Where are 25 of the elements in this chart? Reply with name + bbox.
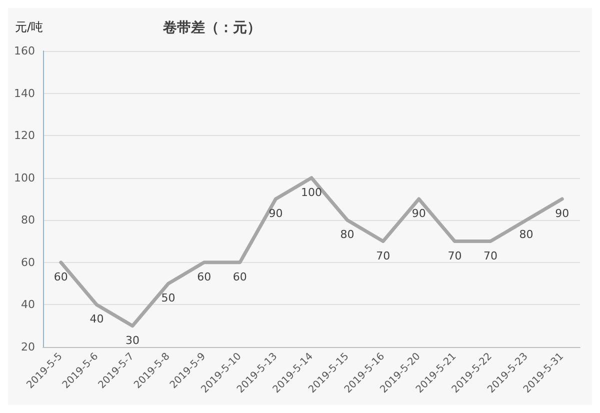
y-tick-label: 40 bbox=[21, 298, 35, 312]
y-tick-label: 20 bbox=[21, 340, 35, 354]
y-tick-label: 60 bbox=[21, 256, 35, 269]
data-label: 70 bbox=[448, 249, 462, 262]
y-tick-label: 140 bbox=[14, 86, 35, 100]
data-label: 40 bbox=[90, 312, 104, 326]
y-axis-title: 元/吨 bbox=[14, 20, 43, 34]
y-tick-label: 160 bbox=[14, 44, 35, 58]
data-label: 80 bbox=[340, 228, 354, 242]
data-label: 90 bbox=[555, 207, 570, 220]
data-label: 60 bbox=[54, 270, 68, 284]
data-label: 60 bbox=[197, 270, 212, 284]
data-label: 90 bbox=[412, 207, 426, 220]
y-tick-label: 120 bbox=[14, 129, 35, 142]
data-label: 70 bbox=[376, 249, 390, 262]
data-label: 90 bbox=[268, 207, 283, 220]
y-tick-label: 80 bbox=[21, 214, 35, 227]
data-label: 100 bbox=[301, 186, 322, 199]
chart-title: 卷带差（：元） bbox=[162, 20, 261, 36]
data-label: 60 bbox=[232, 270, 247, 284]
data-label: 50 bbox=[161, 292, 176, 305]
data-label: 80 bbox=[519, 228, 534, 242]
y-tick-label: 100 bbox=[14, 171, 35, 184]
data-label: 70 bbox=[484, 249, 498, 262]
data-label: 30 bbox=[126, 334, 140, 347]
